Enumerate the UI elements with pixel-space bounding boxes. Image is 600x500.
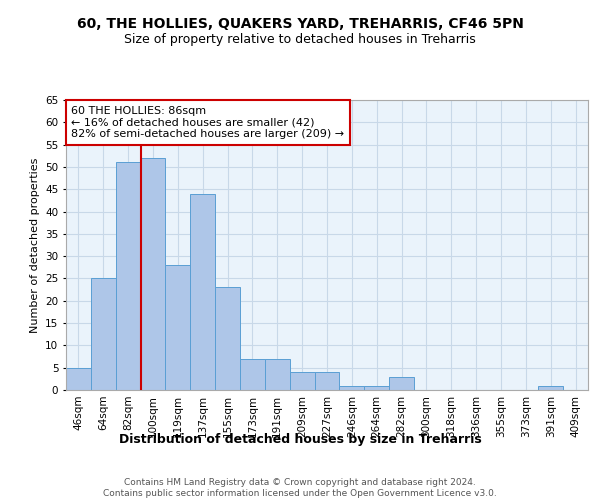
Bar [340, 386, 364, 390]
Text: 60, THE HOLLIES, QUAKERS YARD, TREHARRIS, CF46 5PN: 60, THE HOLLIES, QUAKERS YARD, TREHARRIS… [77, 18, 523, 32]
Y-axis label: Number of detached properties: Number of detached properties [29, 158, 40, 332]
Bar [290, 372, 314, 390]
Bar [265, 359, 290, 390]
Bar [240, 359, 265, 390]
Bar [166, 265, 190, 390]
Bar [389, 376, 414, 390]
Bar [364, 386, 389, 390]
Bar [314, 372, 340, 390]
Bar [538, 386, 563, 390]
Text: 60 THE HOLLIES: 86sqm
← 16% of detached houses are smaller (42)
82% of semi-deta: 60 THE HOLLIES: 86sqm ← 16% of detached … [71, 106, 344, 139]
Bar [140, 158, 166, 390]
Bar [66, 368, 91, 390]
Text: Contains HM Land Registry data © Crown copyright and database right 2024.
Contai: Contains HM Land Registry data © Crown c… [103, 478, 497, 498]
Bar [91, 278, 116, 390]
Bar [190, 194, 215, 390]
Bar [215, 288, 240, 390]
Text: Size of property relative to detached houses in Treharris: Size of property relative to detached ho… [124, 32, 476, 46]
Bar [116, 162, 140, 390]
Text: Distribution of detached houses by size in Treharris: Distribution of detached houses by size … [119, 432, 481, 446]
